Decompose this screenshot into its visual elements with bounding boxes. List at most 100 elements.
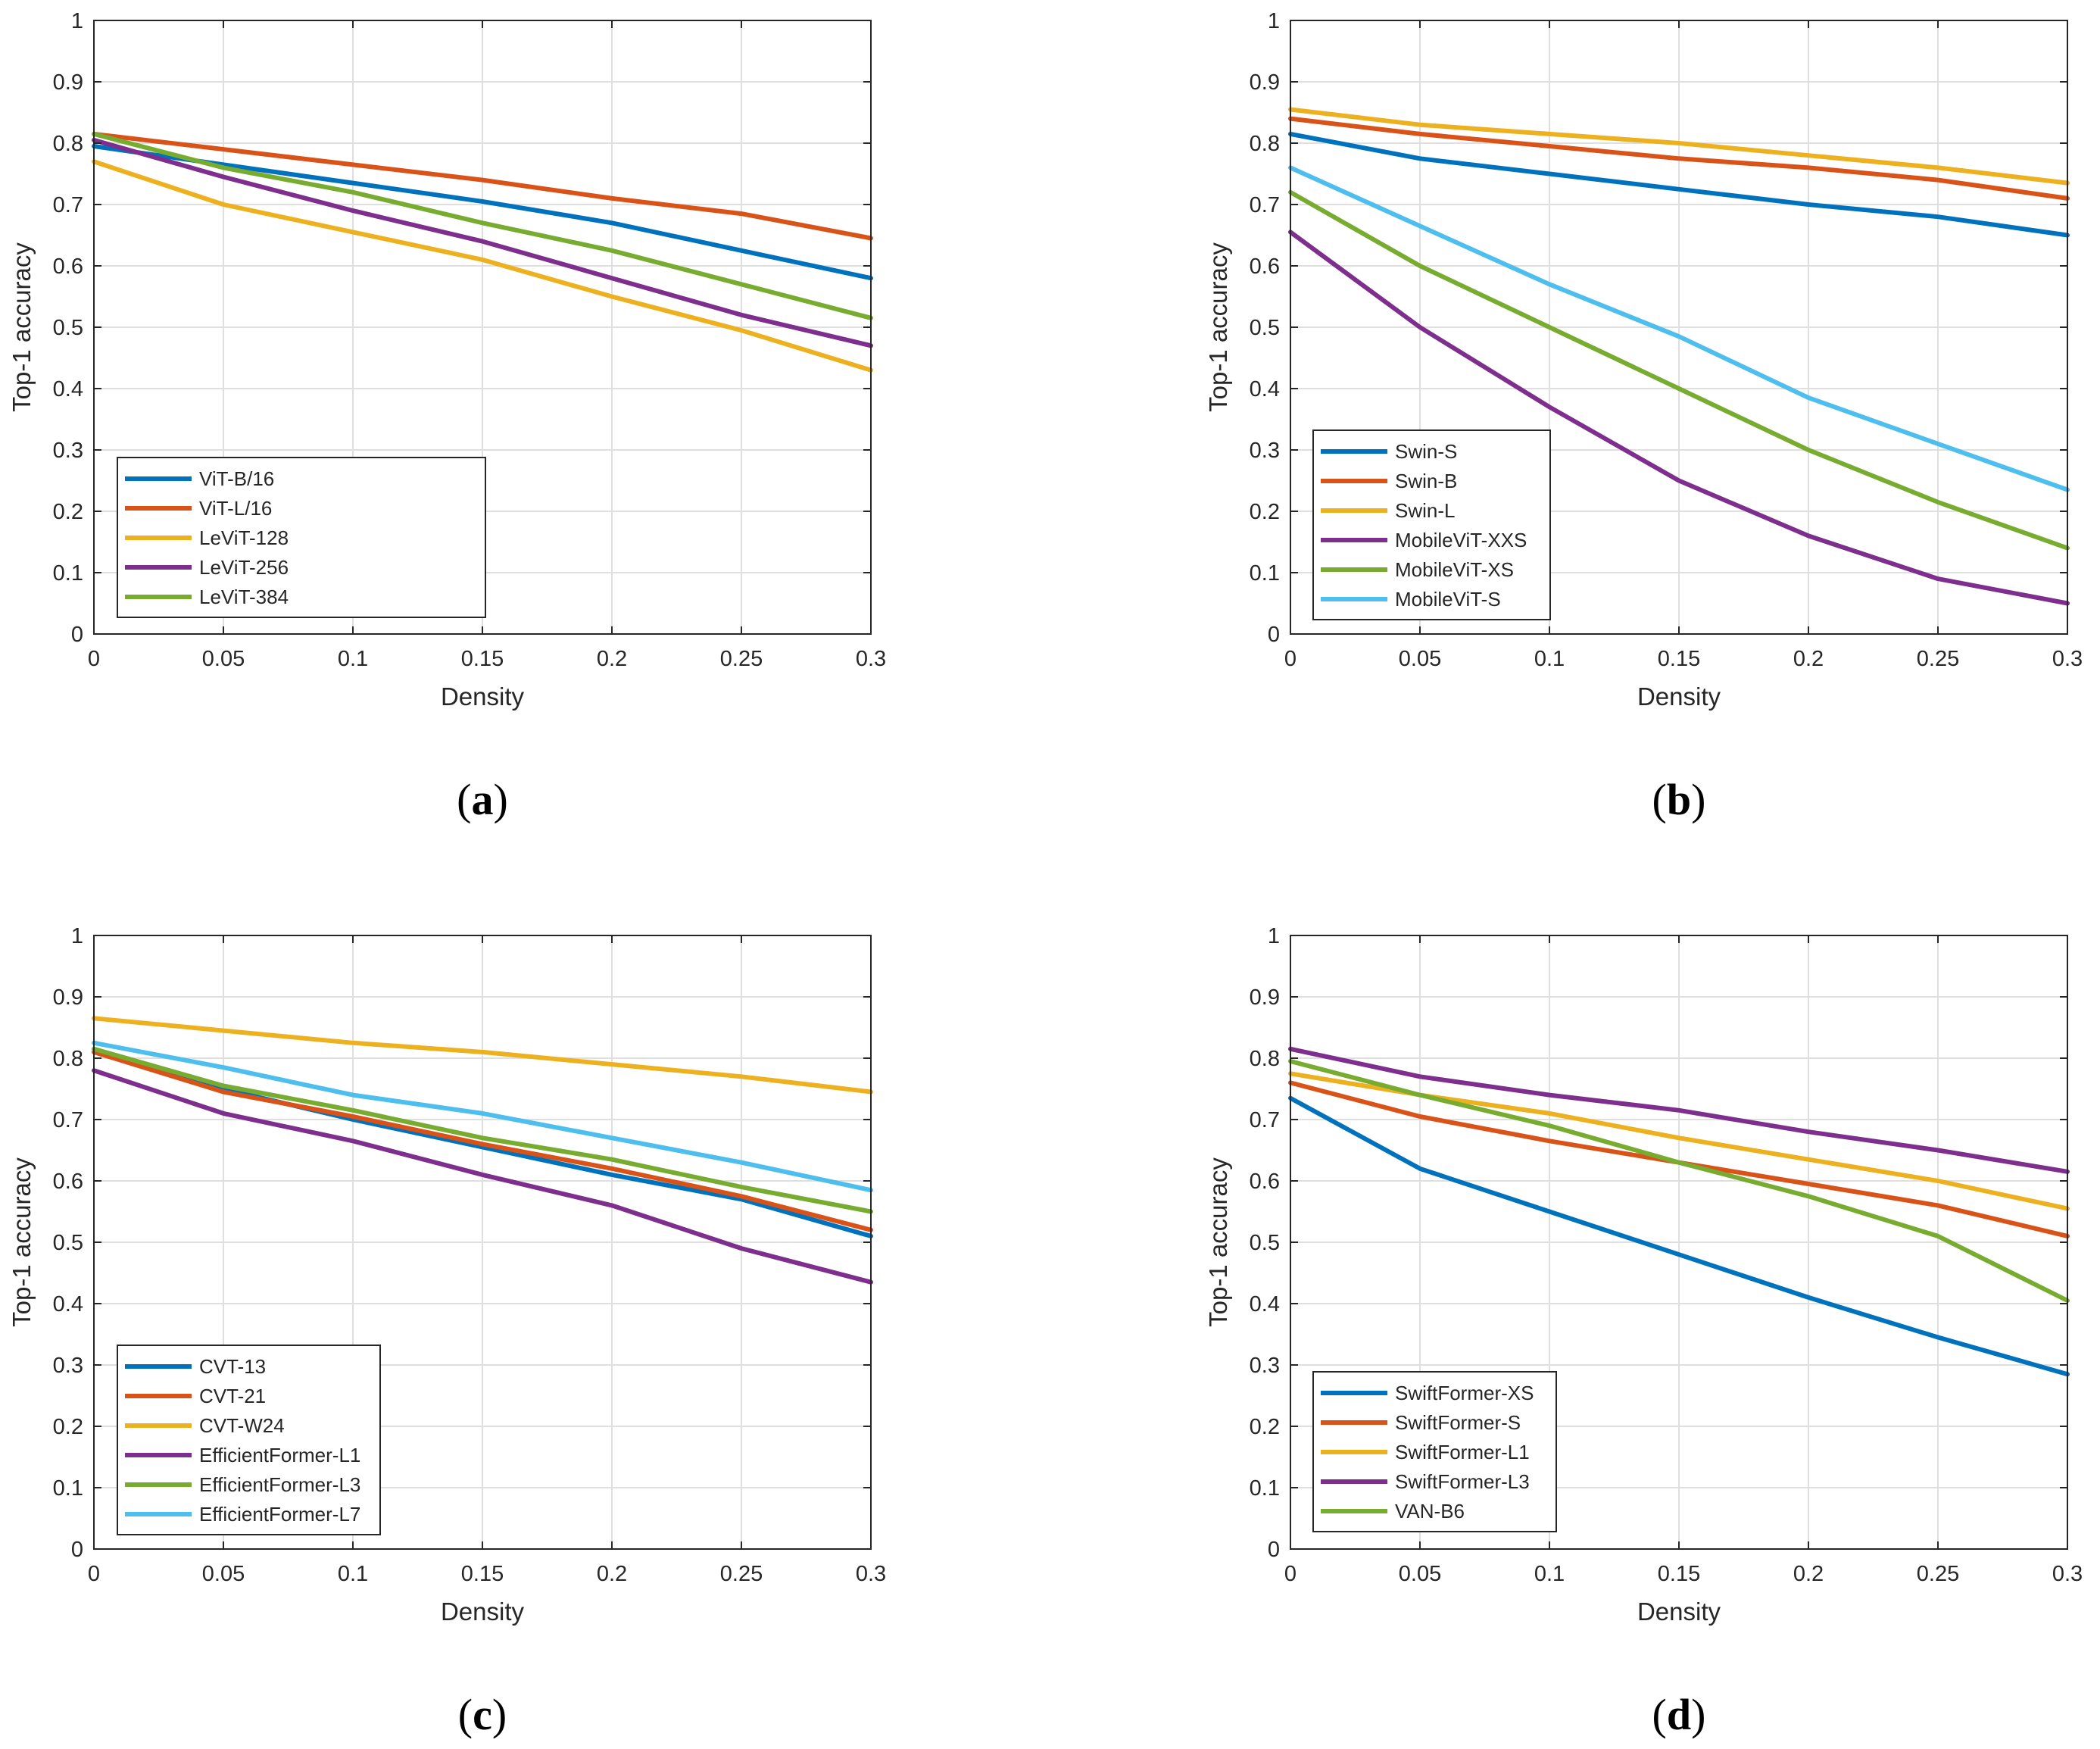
legend-entry-label: MobileViT-S (1395, 588, 1501, 611)
series-line-swin-b (1288, 116, 2070, 201)
y-tick-label: 0.3 (1250, 439, 1280, 463)
legend-entry-label: LeViT-256 (199, 556, 289, 579)
legend-entry-label: Swin-S (1395, 440, 1457, 463)
legend: SwiftFormer-XS SwiftFormer-S SwiftFormer-L… (1312, 1371, 1557, 1532)
y-tick-label: 0.1 (1250, 1476, 1280, 1501)
y-tick-label: 0.6 (1250, 1170, 1280, 1194)
y-tick-label: 0.2 (1250, 500, 1280, 524)
y-tick-label: 0.2 (53, 500, 83, 524)
y-tick-label: 0.6 (53, 255, 83, 279)
y-tick-label: 0.3 (1250, 1354, 1280, 1378)
x-axis-label: Density (1637, 1598, 1721, 1626)
x-tick-label: 0.2 (597, 1562, 627, 1586)
y-tick-label: 0 (71, 1538, 83, 1562)
y-tick-label: 0.6 (1250, 255, 1280, 279)
x-axis-label: Density (441, 1598, 525, 1626)
legend-entry-label: SwiftFormer-XS (1395, 1382, 1534, 1404)
x-axis-label: Density (441, 682, 525, 711)
series-line-swin-s (1288, 131, 2070, 238)
legend: ViT-B/16 ViT-L/16 LeViT-128 LeViT-256 LeViT-… (117, 457, 486, 618)
y-tick-label: 0.7 (53, 1108, 83, 1132)
y-tick-label: 0.1 (53, 1476, 83, 1501)
y-tick-label: 1 (71, 924, 83, 948)
x-tick-label: 0.05 (1399, 647, 1441, 671)
x-tick-label: 0.25 (1917, 647, 1959, 671)
y-tick-label: 0.9 (53, 70, 83, 95)
series-line-levit-384 (92, 131, 873, 320)
legend-box (1312, 429, 1551, 620)
x-tick-label: 0.15 (1658, 1562, 1700, 1586)
x-tick-label: 0 (88, 647, 100, 671)
series-line-levit-256 (92, 137, 873, 348)
legend-entry-label: LeViT-384 (199, 586, 289, 608)
series-line-cvt-13 (92, 1049, 873, 1238)
series-line-swiftformer-l3 (1288, 1046, 2070, 1174)
legend-entry-label: EfficientFormer-L1 (199, 1444, 360, 1466)
y-tick-label: 0.6 (53, 1170, 83, 1194)
y-tick-label: 0.7 (1250, 193, 1280, 217)
y-tick-label: 0.8 (1250, 132, 1280, 156)
legend-entry-label: Swin-L (1395, 499, 1455, 522)
x-tick-label: 0.3 (856, 647, 886, 671)
y-axis-label: Top-1 accuracy (8, 1157, 36, 1327)
y-tick-label: 0.4 (1250, 1292, 1280, 1316)
legend: CVT-13 CVT-21 CVT-W24 EfficientFormer-L1 Eff… (117, 1345, 381, 1535)
legend-entry-label: CVT-13 (199, 1355, 266, 1378)
x-tick-label: 0 (1284, 647, 1297, 671)
y-tick-label: 0.8 (1250, 1047, 1280, 1071)
x-tick-label: 0.05 (202, 1562, 245, 1586)
series-line-mobilevit-s (1288, 165, 2070, 492)
legend-entry-label: ViT-B/16 (199, 467, 274, 490)
x-tick-label: 0.1 (338, 1562, 368, 1586)
legend-entry-label: Swin-B (1395, 470, 1457, 492)
x-tick-label: 0.3 (2052, 1562, 2083, 1586)
legend: Swin-S Swin-B Swin-L MobileViT-XXS MobileViT… (1312, 429, 1551, 620)
y-tick-label: 0.2 (1250, 1415, 1280, 1439)
legend-entry-label: ViT-L/16 (199, 497, 272, 520)
x-tick-label: 0.1 (338, 647, 368, 671)
series-line-mobilevit-xs (1288, 189, 2070, 551)
x-tick-label: 0.25 (1917, 1562, 1959, 1586)
chart-panel-d: 0 0.05 0.1 0.15 0.2 0.25 0.3 0 0.1 0.2 0.3 0.4 0.5 0.… (1204, 924, 2083, 1739)
y-tick-label: 0 (71, 623, 83, 647)
legend-entry-label: VAN-B6 (1395, 1500, 1465, 1523)
panel-caption: (a) (457, 775, 508, 824)
y-tick-label: 0.1 (1250, 561, 1280, 586)
x-tick-label: 0.1 (1534, 647, 1565, 671)
series-line-swin-l (1288, 107, 2070, 186)
y-tick-label: 0.3 (53, 1354, 83, 1378)
series-line-cvt-w24 (92, 1016, 873, 1095)
y-axis-label: Top-1 accuracy (1204, 1157, 1232, 1327)
legend-entry-label: MobileViT-XXS (1395, 529, 1527, 551)
series-line-vit-l-16 (92, 131, 873, 241)
legend-entry-label: LeViT-128 (199, 526, 289, 549)
legend-box (117, 1345, 381, 1535)
y-tick-label: 1 (1268, 9, 1280, 33)
y-tick-label: 0.4 (53, 377, 83, 401)
y-tick-label: 1 (1268, 924, 1280, 948)
x-tick-label: 0.25 (720, 647, 763, 671)
series-line-efficientformer-l1 (92, 1068, 873, 1285)
chart-panel-c: 0 0.05 0.1 0.15 0.2 0.25 0.3 0 0.1 0.2 0.3 0.4 0.5 0.… (8, 924, 886, 1739)
series-line-efficientformer-l7 (92, 1040, 873, 1193)
y-tick-label: 0.9 (1250, 985, 1280, 1010)
legend-entry-label: CVT-21 (199, 1385, 266, 1407)
legend-entry-label: SwiftFormer-L1 (1395, 1441, 1530, 1463)
y-tick-label: 0 (1268, 623, 1280, 647)
series-line-efficientformer-l3 (92, 1046, 873, 1214)
y-tick-label: 0.7 (1250, 1108, 1280, 1132)
y-tick-label: 0 (1268, 1538, 1280, 1562)
x-tick-label: 0.15 (461, 647, 504, 671)
legend-entry-label: SwiftFormer-S (1395, 1411, 1521, 1434)
y-tick-label: 0.7 (53, 193, 83, 217)
y-tick-label: 0.4 (1250, 377, 1280, 401)
panel-caption: (d) (1652, 1690, 1706, 1739)
x-axis-label: Density (1637, 682, 1721, 711)
x-tick-label: 0.2 (1793, 1562, 1824, 1586)
y-tick-label: 0.4 (53, 1292, 83, 1316)
legend-entry-label: EfficientFormer-L7 (199, 1503, 360, 1526)
y-tick-label: 0.3 (53, 439, 83, 463)
legend-entry-label: CVT-W24 (199, 1414, 285, 1437)
y-tick-label: 0.9 (53, 985, 83, 1010)
